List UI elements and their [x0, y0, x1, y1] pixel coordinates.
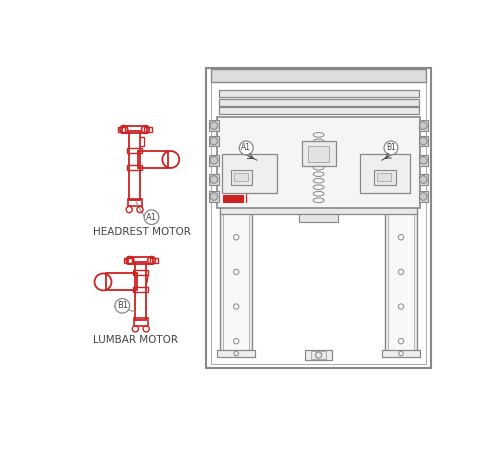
Circle shape: [210, 193, 218, 200]
Circle shape: [420, 176, 427, 183]
Bar: [128, 199, 141, 207]
Bar: [223, 213, 250, 350]
Text: LUMBAR MOTOR: LUMBAR MOTOR: [93, 335, 178, 345]
Bar: [418, 155, 428, 166]
Bar: [418, 191, 428, 202]
Bar: [418, 135, 428, 146]
Bar: [217, 117, 420, 208]
Bar: [385, 210, 417, 353]
Bar: [305, 350, 332, 360]
Bar: [231, 170, 252, 185]
Circle shape: [420, 122, 427, 130]
Bar: [211, 72, 426, 364]
Bar: [210, 174, 218, 185]
Bar: [210, 120, 218, 131]
Bar: [127, 148, 142, 153]
Circle shape: [240, 141, 253, 155]
Bar: [150, 258, 158, 263]
Bar: [206, 68, 431, 368]
Bar: [128, 256, 153, 264]
Bar: [374, 170, 396, 185]
Bar: [223, 195, 243, 202]
Bar: [124, 258, 132, 263]
Bar: [144, 127, 152, 132]
Bar: [220, 210, 252, 353]
Bar: [118, 127, 126, 132]
Bar: [136, 262, 146, 320]
Bar: [106, 274, 137, 290]
Circle shape: [384, 141, 398, 155]
Bar: [218, 107, 418, 114]
Bar: [129, 131, 140, 200]
Text: A1: A1: [146, 213, 157, 222]
Bar: [134, 318, 147, 326]
Bar: [218, 90, 418, 97]
Bar: [210, 155, 218, 166]
Bar: [222, 154, 277, 193]
Bar: [138, 151, 168, 168]
Circle shape: [144, 210, 159, 225]
Bar: [127, 165, 142, 170]
Bar: [308, 146, 330, 162]
Bar: [302, 141, 336, 166]
Bar: [418, 120, 428, 131]
Text: B1: B1: [386, 144, 396, 153]
Bar: [382, 351, 420, 356]
Circle shape: [210, 176, 218, 183]
Bar: [217, 351, 256, 356]
Bar: [300, 214, 338, 222]
Bar: [133, 270, 148, 275]
Text: A1: A1: [241, 144, 251, 153]
Circle shape: [420, 157, 427, 164]
Bar: [360, 154, 410, 193]
Bar: [122, 126, 147, 133]
Bar: [418, 174, 428, 185]
Bar: [234, 173, 248, 181]
Bar: [211, 69, 426, 82]
Bar: [210, 191, 218, 202]
Circle shape: [420, 137, 427, 145]
Circle shape: [210, 122, 218, 130]
Circle shape: [420, 193, 427, 200]
Bar: [220, 205, 417, 214]
Bar: [377, 173, 391, 181]
Bar: [210, 135, 218, 146]
Text: B1: B1: [116, 302, 128, 310]
Circle shape: [210, 137, 218, 145]
Text: HEADREST MOTOR: HEADREST MOTOR: [93, 227, 191, 237]
Bar: [133, 287, 148, 292]
Bar: [311, 351, 326, 359]
Bar: [218, 99, 418, 106]
Circle shape: [115, 298, 130, 313]
Bar: [388, 213, 414, 350]
Circle shape: [210, 157, 218, 164]
